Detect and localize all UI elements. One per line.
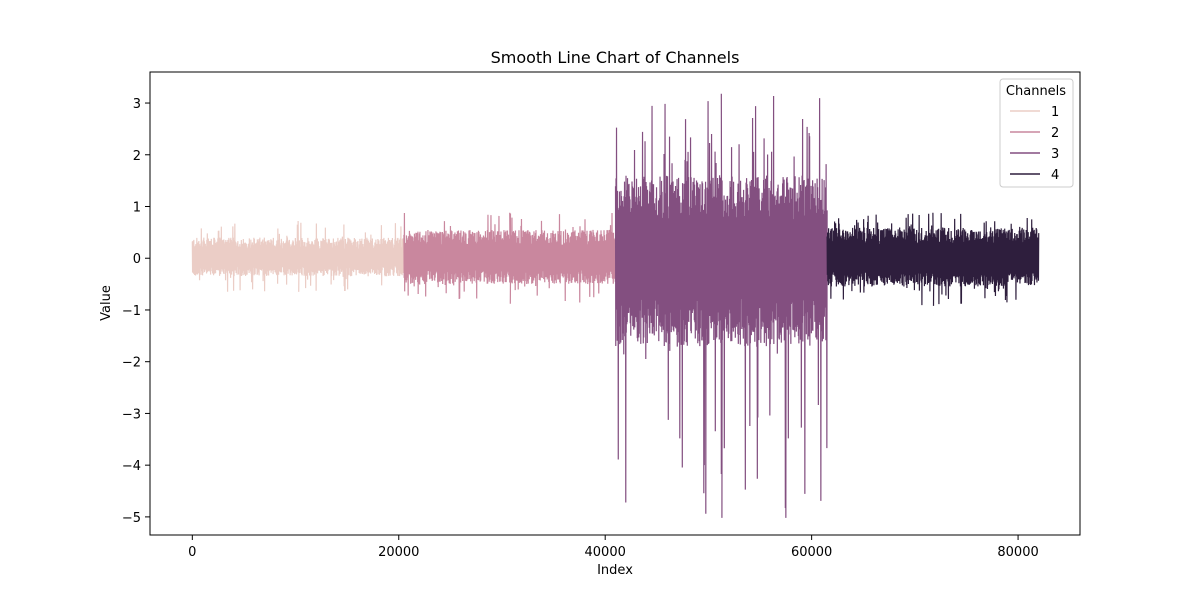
- x-tick-label: 20000: [378, 545, 419, 560]
- legend-label-2: 2: [1051, 126, 1059, 141]
- chart-title: Smooth Line Chart of Channels: [491, 48, 740, 67]
- y-tick-label: 2: [133, 149, 141, 164]
- y-tick-label: 1: [133, 201, 141, 216]
- y-axis-label: Value: [99, 285, 114, 321]
- legend-box: [999, 78, 1074, 188]
- legend-label-4: 4: [1051, 168, 1059, 183]
- series-line-1: [191, 220, 405, 292]
- x-axis: 0 20000 40000 60000 80000: [188, 535, 1039, 560]
- x-tick-label: 40000: [585, 545, 626, 560]
- y-tick-label: −5: [122, 511, 141, 526]
- y-tick-label: 3: [133, 97, 141, 112]
- y-axis: 3 2 1 0 −1 −2 −3 −4 −5: [122, 97, 150, 526]
- y-tick-label: −1: [122, 304, 141, 319]
- y-tick-label: −4: [122, 459, 141, 474]
- y-tick-label: −2: [122, 356, 141, 371]
- x-axis-label: Index: [597, 563, 633, 578]
- legend-label-3: 3: [1051, 147, 1059, 162]
- legend: Channels 1 2 3 4: [999, 78, 1074, 188]
- plot-frame: [149, 71, 1081, 536]
- legend-entries: 1 2 3 4: [1010, 105, 1059, 183]
- legend-label-1: 1: [1051, 105, 1059, 120]
- y-tick-label: 0: [133, 252, 141, 267]
- y-tick-label: −3: [122, 407, 141, 422]
- legend-title: Channels: [1006, 84, 1066, 99]
- series-line-2: [403, 212, 617, 304]
- x-tick-label: 80000: [997, 545, 1038, 560]
- series-layer: [191, 93, 1040, 518]
- series-line-4: [826, 212, 1040, 306]
- x-tick-label: 0: [188, 545, 196, 560]
- series-line-3: [614, 93, 828, 518]
- x-tick-label: 60000: [791, 545, 832, 560]
